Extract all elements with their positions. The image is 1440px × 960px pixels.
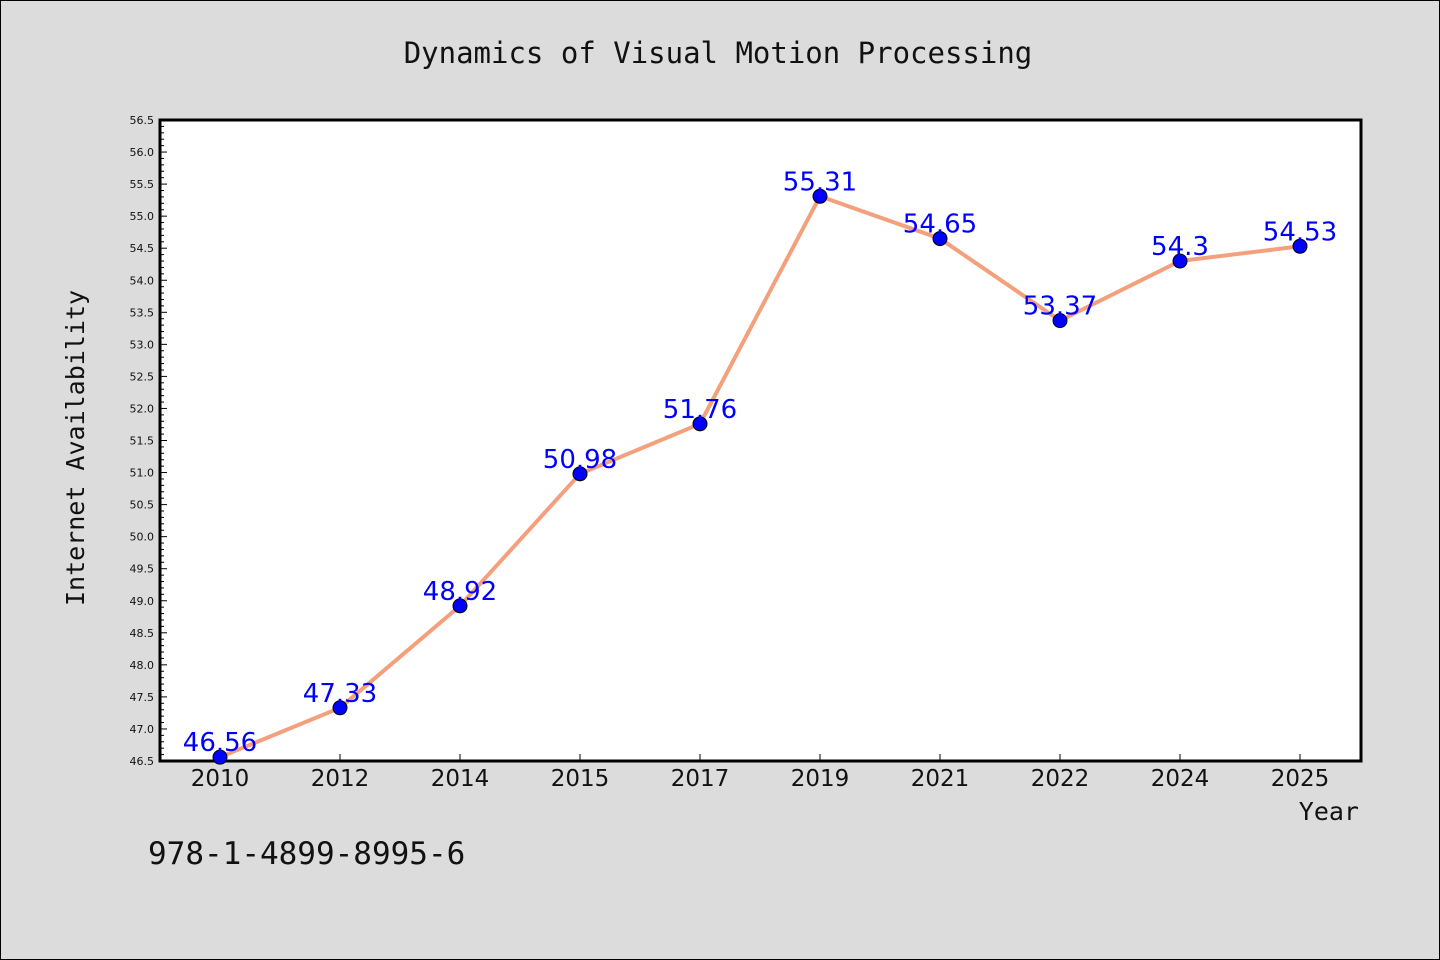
x-tick-label: 2015 bbox=[551, 766, 610, 792]
x-tick-label: 2024 bbox=[1151, 766, 1210, 792]
series-group bbox=[212, 188, 1308, 765]
y-tick-label: 54.5 bbox=[130, 242, 155, 255]
y-tick-label: 54.0 bbox=[130, 274, 155, 287]
y-tick-label: 52.0 bbox=[130, 402, 155, 415]
y-tick-label: 46.5 bbox=[130, 755, 155, 768]
y-tick-label: 55.0 bbox=[130, 210, 155, 223]
x-tick-label: 2021 bbox=[911, 766, 970, 792]
y-tick-label: 52.5 bbox=[130, 370, 155, 383]
data-point-marker bbox=[1052, 313, 1068, 329]
data-label: 54.53 bbox=[1263, 217, 1337, 247]
isbn-annotation: 978-1-4899-8995-6 bbox=[148, 836, 465, 872]
data-point-marker bbox=[932, 231, 948, 247]
plot-area bbox=[158, 118, 1363, 763]
y-tick-label: 56.5 bbox=[130, 114, 155, 127]
x-tick-label: 2025 bbox=[1271, 766, 1330, 792]
y-tick-label: 50.5 bbox=[130, 499, 155, 512]
data-point-marker bbox=[212, 749, 228, 765]
data-point-marker bbox=[332, 700, 348, 716]
x-tick-label: 2022 bbox=[1031, 766, 1090, 792]
y-tick-label: 49.5 bbox=[130, 563, 155, 576]
y-tick-label: 49.0 bbox=[130, 595, 155, 608]
data-label: 55.31 bbox=[783, 167, 857, 197]
y-axis: 46.5 47.0 47.5 48.0 48.5 49.0 49.5 50.0 50.5 51.0… bbox=[130, 114, 167, 768]
y-tick-label: 53.5 bbox=[130, 306, 155, 319]
data-label: 46.56 bbox=[183, 728, 257, 758]
y-tick-label: 47.0 bbox=[130, 723, 155, 736]
x-tick-label: 2017 bbox=[671, 766, 730, 792]
x-axis-label: Year bbox=[1299, 797, 1359, 826]
data-point-marker bbox=[1292, 238, 1308, 254]
y-axis-label: Internet Availability bbox=[61, 290, 90, 606]
y-tick-label: 50.0 bbox=[130, 531, 155, 544]
data-point-marker bbox=[1172, 253, 1188, 269]
series-line bbox=[218, 194, 1302, 760]
data-label: 54.65 bbox=[903, 210, 977, 240]
x-tick-label: 2010 bbox=[191, 766, 250, 792]
data-label: 50.98 bbox=[543, 445, 617, 475]
chart-title: Dynamics of Visual Motion Processing bbox=[404, 36, 1033, 70]
y-tick-label: 55.5 bbox=[130, 178, 155, 191]
data-label: 51.76 bbox=[663, 395, 737, 425]
data-point-marker bbox=[812, 188, 828, 204]
y-tick-label: 51.0 bbox=[130, 467, 155, 480]
data-label: 53.37 bbox=[1023, 292, 1097, 322]
x-axis: 2010 2012 2014 2015 2017 2019 2021 2022 2024 2025 bbox=[191, 754, 1330, 792]
y-tick-label: 51.5 bbox=[130, 435, 155, 448]
y-tick-label: 47.5 bbox=[130, 691, 155, 704]
x-tick-label: 2019 bbox=[791, 766, 850, 792]
data-point-marker bbox=[692, 416, 708, 432]
x-tick-label: 2014 bbox=[431, 766, 490, 792]
data-point-marker bbox=[572, 466, 588, 482]
y-tick-label: 53.0 bbox=[130, 338, 155, 351]
x-tick-label: 2012 bbox=[311, 766, 370, 792]
y-tick-label: 48.0 bbox=[130, 659, 155, 672]
data-point-marker bbox=[452, 598, 468, 614]
data-label: 47.33 bbox=[303, 679, 377, 709]
data-labels: 46.56 47.33 48.92 50.98 51.76 55.31 54.65 53.37… bbox=[183, 167, 1337, 758]
y-tick-label: 56.0 bbox=[130, 146, 155, 159]
y-tick-label: 48.5 bbox=[130, 627, 155, 640]
data-label: 54.3 bbox=[1151, 232, 1209, 262]
data-label: 48.92 bbox=[423, 577, 497, 607]
